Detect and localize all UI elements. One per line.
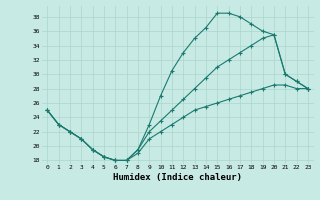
X-axis label: Humidex (Indice chaleur): Humidex (Indice chaleur): [113, 173, 242, 182]
